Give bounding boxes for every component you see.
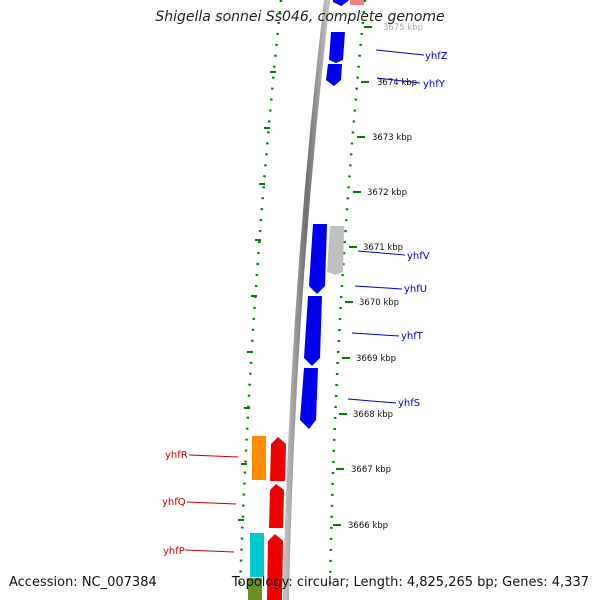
gene-label-yhfP[interactable]: yhfP [163, 546, 185, 557]
gene-arrow[interactable] [304, 296, 322, 366]
map-title: Shigella sonnei Ss046, complete genome [155, 9, 445, 25]
gene-label-yhfR[interactable]: yhfR [165, 450, 188, 461]
gene-arrow[interactable] [267, 534, 283, 600]
gene-arrow[interactable] [327, 226, 344, 275]
scale-label: 3666 kbp [348, 521, 388, 531]
gene-arrow[interactable] [248, 578, 262, 600]
plus-strand-genes [300, 0, 364, 429]
gene-arrow[interactable] [326, 64, 342, 86]
scale-label: 3667 kbp [351, 465, 391, 475]
gene-arrow[interactable] [309, 224, 327, 294]
scale-label: 3669 kbp [356, 354, 396, 364]
gene-label-yhfY[interactable]: yhfY [423, 79, 446, 90]
gene-arrow[interactable] [300, 368, 318, 429]
gene-label-yhfQ[interactable]: yhfQ [162, 497, 186, 508]
gene-arrow[interactable] [329, 32, 345, 63]
genome-backbone [283, 0, 330, 600]
minus-strand-genes [248, 436, 286, 600]
accession-text: Accession: NC_007384 [9, 575, 157, 590]
scale-label: 3674 kbp [377, 78, 417, 88]
gene-label-yhfV[interactable]: yhfV [407, 251, 430, 262]
major-ticks [333, 26, 372, 526]
scale-label: 3675 kbp [383, 23, 423, 33]
gene-label-yhfZ[interactable]: yhfZ [425, 51, 448, 62]
scale-label: 3673 kbp [372, 133, 412, 143]
gene-label-yhfU[interactable]: yhfU [404, 284, 427, 295]
inner-ring-ticks [238, 71, 276, 521]
outer-tick-ring [328, 0, 367, 591]
genome-summary-text: Topology: circular; Length: 4,825,265 bp… [231, 575, 589, 590]
gene-arrow[interactable] [350, 0, 364, 5]
scale-label: 3672 kbp [367, 188, 407, 198]
scale-label: 3671 kbp [363, 243, 403, 253]
gene-arrow[interactable] [269, 484, 284, 528]
plus-leader-lines [347, 49, 425, 404]
scale-label: 3668 kbp [353, 410, 393, 420]
gene-label-yhfS[interactable]: yhfS [398, 398, 420, 409]
inner-tick-ring [238, 0, 283, 591]
gene-arrow[interactable] [252, 436, 266, 480]
gene-arrow[interactable] [270, 437, 286, 481]
scale-label: 3670 kbp [359, 298, 399, 308]
gene-label-yhfT[interactable]: yhfT [401, 331, 424, 342]
minus-leader-lines [184, 454, 239, 553]
gene-arrow[interactable] [250, 533, 264, 577]
gene-arrow[interactable] [333, 0, 349, 6]
